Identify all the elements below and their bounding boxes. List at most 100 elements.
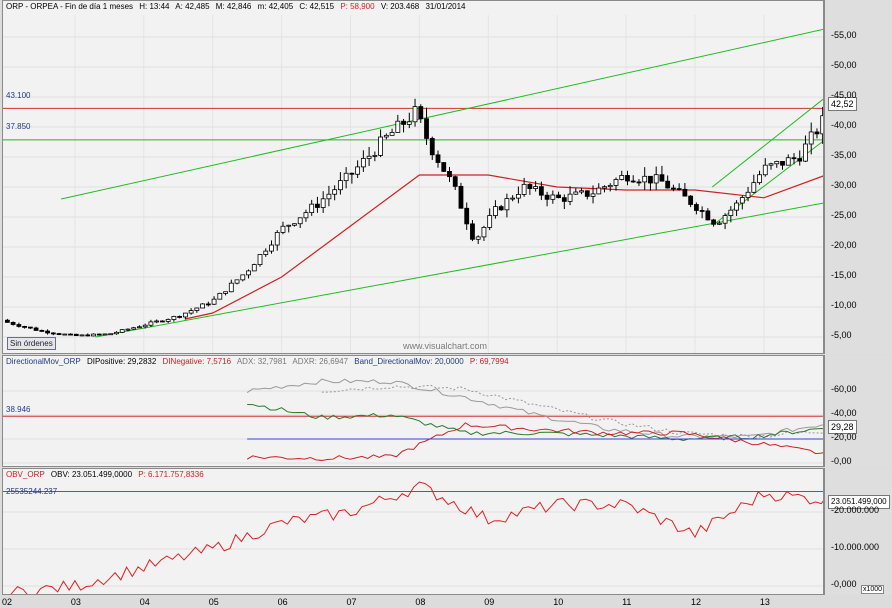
candle-body	[739, 197, 745, 204]
symbol-label: ORP - ORPEA - Fin de día 1 meses	[6, 2, 134, 11]
candle-body	[510, 197, 516, 200]
y-tick-label: -15,00	[831, 270, 857, 280]
candle-body	[234, 279, 240, 284]
di-neg-label: DINegative: 7,5716	[162, 357, 232, 366]
candle-body	[544, 194, 550, 200]
candle-body	[154, 320, 160, 323]
candle-body	[62, 333, 68, 336]
dm-chart	[3, 378, 823, 464]
min-label: m: 42,405	[257, 2, 294, 11]
candle-body	[108, 333, 114, 336]
high-label: H: 13:44	[139, 2, 170, 11]
candle-body	[412, 106, 418, 123]
y-tick-label: -60,00	[831, 384, 857, 394]
candle-body	[447, 171, 452, 178]
candle-body	[573, 191, 579, 195]
candle-body	[464, 207, 470, 225]
obv-last-box: 23.051.499,000	[828, 495, 890, 509]
candle-body	[182, 312, 188, 318]
candle-body	[418, 106, 424, 120]
candle-body	[607, 184, 613, 188]
candle-body	[688, 195, 694, 205]
candle-body	[68, 333, 73, 336]
orders-button[interactable]: Sin órdenes	[7, 337, 56, 350]
date-label: 31/01/2014	[425, 2, 466, 11]
candle-body	[521, 183, 527, 195]
candle-body	[33, 327, 39, 331]
y-tick-label: -5,00	[831, 330, 852, 340]
candle-body	[435, 154, 441, 163]
candle-body	[538, 186, 544, 196]
candle-body	[343, 172, 349, 182]
candle-body	[96, 333, 102, 336]
channel-upper	[61, 28, 823, 200]
y-tick-label: -40,00	[831, 408, 857, 418]
candle-body	[498, 206, 504, 211]
candle-body	[452, 176, 458, 187]
price-chart	[3, 15, 823, 353]
dm-header: DirectionalMov_ORP DIPositive: 29,2832 D…	[6, 357, 513, 366]
candle-body	[217, 292, 223, 300]
candle-body	[642, 175, 648, 183]
y-tick-label: -20,00	[831, 240, 857, 250]
candle-body	[734, 202, 739, 211]
candle-body	[119, 329, 125, 333]
y-tick-label: -10.000.000	[831, 542, 880, 552]
candle-body	[125, 328, 131, 331]
candle-body	[389, 132, 395, 136]
candle-body	[745, 191, 751, 198]
candle-body	[515, 194, 521, 199]
x-tick-label: 04	[139, 597, 150, 607]
candle-body	[481, 226, 487, 238]
candle-body	[791, 157, 797, 160]
channel-lower	[95, 202, 823, 338]
candle-body	[10, 321, 16, 325]
y-tick-label: -45,00	[831, 90, 857, 100]
candle-body	[716, 222, 722, 225]
candle-body	[137, 326, 142, 329]
candle-body	[85, 334, 91, 337]
candle-body	[711, 219, 717, 225]
candle-body	[780, 160, 785, 166]
x-tick-label: 03	[70, 597, 81, 607]
adx-line	[246, 378, 823, 439]
y-tick-label: -10,00	[831, 300, 857, 310]
candle-body	[814, 131, 820, 135]
last-price-box: 42,52	[828, 97, 857, 111]
candle-body	[636, 181, 642, 184]
ma-line	[185, 174, 823, 320]
candle-body	[487, 215, 493, 228]
candle-body	[768, 163, 774, 166]
candle-body	[205, 303, 211, 306]
candle-body	[269, 244, 274, 252]
dm-title: DirectionalMov_ORP	[6, 357, 81, 366]
adxr-line	[321, 384, 823, 440]
candle-body	[475, 236, 481, 240]
x-tick-label: 08	[415, 597, 426, 607]
candle-body	[320, 198, 326, 208]
price-axis: 42,52 -55,00 -50,00 -45,00 -40,00 -35,00 -30,…	[824, 0, 892, 354]
candle-body	[200, 303, 205, 309]
candle-body	[355, 166, 361, 175]
candle-body	[251, 264, 257, 272]
candle-body	[79, 334, 85, 337]
candle-body	[613, 179, 619, 186]
adxr-label: ADXR: 26,6947	[292, 357, 349, 366]
candle-body	[228, 282, 234, 293]
open-label: A: 42,485	[175, 2, 210, 11]
candle-body	[326, 193, 332, 200]
candle-body	[659, 174, 665, 182]
x-tick-label: 09	[484, 597, 495, 607]
candle-body	[820, 115, 823, 135]
candle-body	[39, 330, 45, 332]
obv-p-label: P: 6.171.757,8336	[138, 470, 204, 479]
candle-body	[349, 172, 355, 175]
candle-body	[188, 310, 194, 314]
candle-body	[762, 164, 768, 176]
candle-body	[705, 210, 711, 221]
candle-body	[263, 250, 269, 255]
candle-body	[360, 158, 366, 168]
candle-body	[665, 180, 671, 189]
candle-body	[142, 324, 148, 328]
candle-body	[808, 131, 814, 145]
